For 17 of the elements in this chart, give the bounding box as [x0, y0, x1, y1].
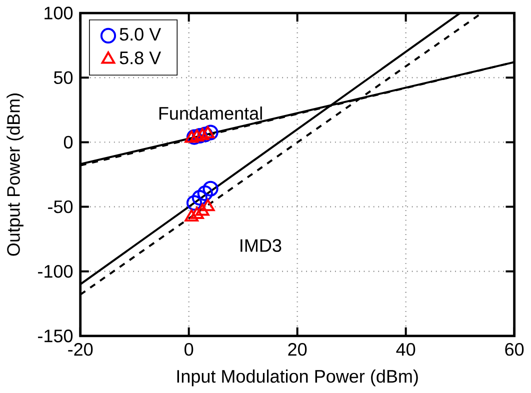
- y-tick-label: 0: [64, 136, 73, 149]
- legend-label: 5.0 V: [120, 28, 162, 41]
- y-axis-title: Output Power (dBm): [6, 94, 24, 256]
- y-tick-label: -50: [48, 200, 73, 214]
- x-tick-label: -20: [68, 343, 93, 356]
- x-tick-label: 40: [396, 343, 416, 356]
- x-tick-label: 20: [288, 343, 307, 356]
- x-tick-label: 0: [184, 343, 194, 356]
- y-tick-label: -100: [38, 264, 73, 278]
- annotation: Fundamental: [159, 106, 262, 120]
- legend-label: 5.8 V: [120, 51, 162, 64]
- y-tick-label: -150: [38, 330, 73, 342]
- annotation: IMD3: [240, 239, 282, 252]
- y-tick-label: 50: [54, 71, 73, 84]
- x-tick-label: 60: [505, 343, 524, 356]
- y-tick-label: 100: [44, 6, 73, 20]
- x-axis-title: Input Modulation Power (dBm): [177, 370, 418, 386]
